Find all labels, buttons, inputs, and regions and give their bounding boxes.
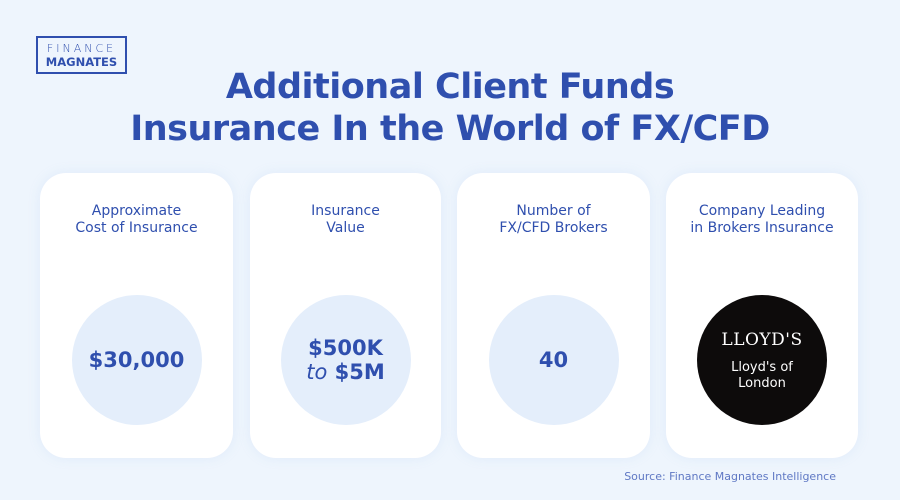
finance-magnates-logo: FINANCE MAGNATES <box>36 36 127 74</box>
title-line-2: Insurance In the World of FX/CFD <box>130 109 770 149</box>
logo-line-2: MAGNATES <box>45 55 118 69</box>
card-value-line-1: $500K <box>308 336 383 360</box>
company-name-line-1: Lloyd's of <box>731 360 793 375</box>
source-note: Source: Finance Magnates Intelligence <box>624 470 836 483</box>
card-insurance-value: Insurance Value $500K to $5M <box>250 173 441 458</box>
card-value-line-2: to $5M <box>306 360 385 384</box>
card-leading-company: Company Leading in Brokers Insurance LLOY… <box>666 173 858 458</box>
logo-line-1: FINANCE <box>46 42 117 55</box>
card-cost: Approximate Cost of Insurance $30,000 <box>40 173 233 458</box>
company-name-line-2: London <box>738 376 786 391</box>
page-title: Additional Client Funds Insurance In the… <box>0 66 900 150</box>
value-circle: $30,000 <box>71 295 202 425</box>
card-label: Insurance Value <box>311 203 380 236</box>
card-label: Number of FX/CFD Brokers <box>499 203 608 236</box>
value-circle: 40 <box>488 295 619 425</box>
lloyds-wordmark: LLOYD'S <box>721 330 803 350</box>
value-circle: $500K to $5M <box>280 295 411 425</box>
card-value: $30,000 <box>88 348 185 372</box>
card-label: Company Leading in Brokers Insurance <box>690 203 834 236</box>
title-line-1: Additional Client Funds <box>225 67 675 107</box>
card-brokers: Number of FX/CFD Brokers 40 <box>457 173 650 458</box>
lloyds-logo: LLOYD'S Lloyd's of London <box>697 295 827 425</box>
card-value: 40 <box>538 348 569 372</box>
card-label: Approximate Cost of Insurance <box>75 203 198 236</box>
